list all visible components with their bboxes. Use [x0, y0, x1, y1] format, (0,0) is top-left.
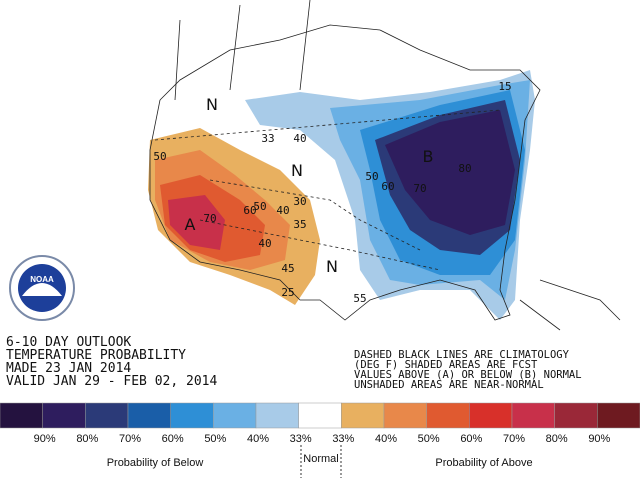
region-letter: N — [206, 95, 218, 114]
contour-label: 40 — [276, 204, 289, 217]
legend-label: 70% — [119, 433, 141, 445]
contour-label: 70 — [413, 182, 426, 195]
contour-label: 55 — [353, 292, 366, 305]
legend-swatch — [469, 402, 513, 429]
logo-text: NOAA — [30, 275, 54, 284]
legend-swatch — [511, 402, 555, 429]
legend-swatch — [341, 402, 385, 429]
legend-swatch — [298, 402, 342, 429]
title-line: TEMPERATURE PROBABILITY — [6, 348, 186, 363]
note-line: (DEG F) SHADED AREAS ARE FCST — [354, 359, 538, 371]
contour-label: 33 — [261, 132, 274, 145]
contour-label: 50 — [365, 170, 378, 183]
legend-label: 60% — [460, 433, 482, 445]
title-line: 6-10 DAY OUTLOOK — [6, 335, 131, 350]
note-line: VALUES ABOVE (A) OR BELOW (B) NORMAL — [354, 369, 582, 381]
legend-label: 90% — [588, 433, 610, 445]
title-line: VALID JAN 29 - FEB 02, 2014 — [6, 374, 217, 389]
contour-label: 40 — [293, 132, 306, 145]
contour-label: 25 — [281, 286, 294, 299]
region-letter: N — [326, 257, 338, 276]
contour-label: 50 — [153, 150, 166, 163]
legend-label: 80% — [76, 433, 98, 445]
legend-label: 33% — [332, 433, 354, 445]
contour-label: 60 — [243, 204, 256, 217]
legend-swatch — [426, 402, 470, 429]
contour-label: 15 — [498, 80, 511, 93]
normal-caption: Normal — [303, 453, 338, 465]
note-line: DASHED BLACK LINES ARE CLIMATOLOGY — [354, 349, 570, 361]
legend-swatch — [85, 402, 129, 429]
legend-swatch — [554, 402, 598, 429]
map-shading — [148, 70, 535, 320]
legend-label: 70% — [503, 433, 525, 445]
legend-label: 40% — [247, 433, 269, 445]
contour-label: 80 — [458, 162, 471, 175]
legend-label: 40% — [375, 433, 397, 445]
contour-label: 50 — [253, 200, 266, 213]
notes-block: DASHED BLACK LINES ARE CLIMATOLOGY(DEG F… — [354, 349, 582, 391]
legend-swatch — [597, 402, 640, 429]
contour-label: 60 — [381, 180, 394, 193]
legend-label: 50% — [204, 433, 226, 445]
note-line: UNSHADED AREAS ARE NEAR-NORMAL — [354, 379, 544, 391]
legend-label: 80% — [546, 433, 568, 445]
region-letter: A — [185, 215, 196, 234]
legend-label: 50% — [418, 433, 440, 445]
contour-label: 40 — [258, 237, 271, 250]
contour-label: 35 — [293, 218, 306, 231]
legend-label: 60% — [162, 433, 184, 445]
legend-label: 90% — [34, 433, 56, 445]
legend-swatch — [170, 402, 214, 429]
legend-swatch — [383, 402, 427, 429]
below-caption: Probability of Below — [107, 457, 204, 469]
legend-swatch — [255, 402, 299, 429]
noaa-logo: NOAA — [9, 255, 75, 321]
legend-swatch — [213, 402, 257, 429]
legend: 90% 80% 70% 60% 50% 40% 33% 33% 40% 50% 60% 70% 80% 9… — [0, 402, 640, 445]
legend-swatch — [127, 402, 171, 429]
contour-label: 70 — [203, 212, 216, 225]
legend-label: 33% — [290, 433, 312, 445]
region-letter: B — [423, 147, 434, 166]
legend-swatch — [42, 402, 86, 429]
title-line: MADE 23 JAN 2014 — [6, 361, 131, 376]
legend-swatch — [0, 402, 43, 429]
map-lines — [149, 0, 621, 331]
contour-label: 45 — [281, 262, 294, 275]
above-caption: Probability of Above — [435, 457, 532, 469]
contour-label: 30 — [293, 195, 306, 208]
region-letter: N — [291, 161, 303, 180]
